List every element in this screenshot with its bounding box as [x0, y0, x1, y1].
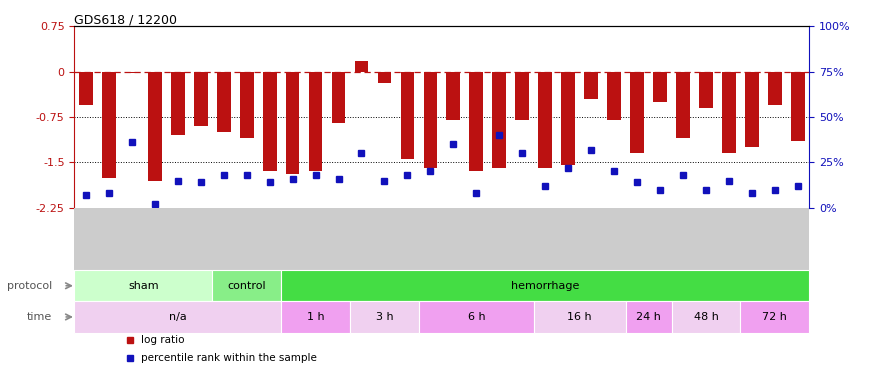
Bar — [584, 72, 598, 99]
Bar — [419, 302, 534, 333]
Text: protocol: protocol — [7, 281, 52, 291]
Text: GDS618 / 12200: GDS618 / 12200 — [74, 13, 178, 26]
Bar — [350, 302, 419, 333]
Bar — [74, 270, 213, 302]
Bar — [332, 72, 346, 123]
Bar — [262, 72, 276, 171]
Bar — [768, 72, 782, 105]
Text: 3 h: 3 h — [375, 312, 393, 322]
Bar — [148, 72, 162, 180]
Bar — [515, 72, 529, 120]
Bar — [740, 302, 809, 333]
Bar — [446, 72, 460, 120]
Bar — [470, 72, 483, 171]
Text: 72 h: 72 h — [762, 312, 788, 322]
Bar — [653, 72, 667, 102]
Text: n/a: n/a — [169, 312, 186, 322]
Bar — [672, 302, 740, 333]
Text: 48 h: 48 h — [694, 312, 718, 322]
Bar — [630, 72, 644, 153]
Text: percentile rank within the sample: percentile rank within the sample — [141, 352, 317, 363]
Bar — [401, 72, 415, 159]
Bar — [74, 302, 281, 333]
Bar — [626, 302, 672, 333]
Bar — [194, 72, 207, 126]
Bar — [240, 72, 254, 138]
Bar — [791, 72, 805, 141]
Bar — [746, 72, 759, 147]
Bar — [722, 72, 736, 153]
Bar — [424, 72, 438, 168]
Bar — [562, 72, 575, 165]
Bar — [281, 270, 809, 302]
Bar — [493, 72, 507, 168]
Bar — [607, 72, 621, 120]
Bar — [699, 72, 713, 108]
Bar — [676, 72, 690, 138]
Text: log ratio: log ratio — [141, 335, 184, 345]
Bar — [309, 72, 323, 171]
Text: hemorrhage: hemorrhage — [511, 281, 579, 291]
Bar — [217, 72, 231, 132]
Text: 1 h: 1 h — [307, 312, 325, 322]
Bar — [79, 72, 93, 105]
Text: sham: sham — [128, 281, 158, 291]
Bar — [378, 72, 391, 82]
Bar — [538, 72, 552, 168]
Bar — [171, 72, 185, 135]
Bar — [125, 72, 138, 73]
Bar — [213, 270, 281, 302]
Bar — [281, 302, 350, 333]
Bar — [285, 72, 299, 174]
Text: time: time — [27, 312, 52, 322]
Bar — [354, 61, 368, 72]
Text: control: control — [228, 281, 266, 291]
Text: 6 h: 6 h — [467, 312, 485, 322]
Bar — [534, 302, 626, 333]
Text: 24 h: 24 h — [636, 312, 661, 322]
Text: 16 h: 16 h — [567, 312, 592, 322]
Bar — [102, 72, 116, 177]
